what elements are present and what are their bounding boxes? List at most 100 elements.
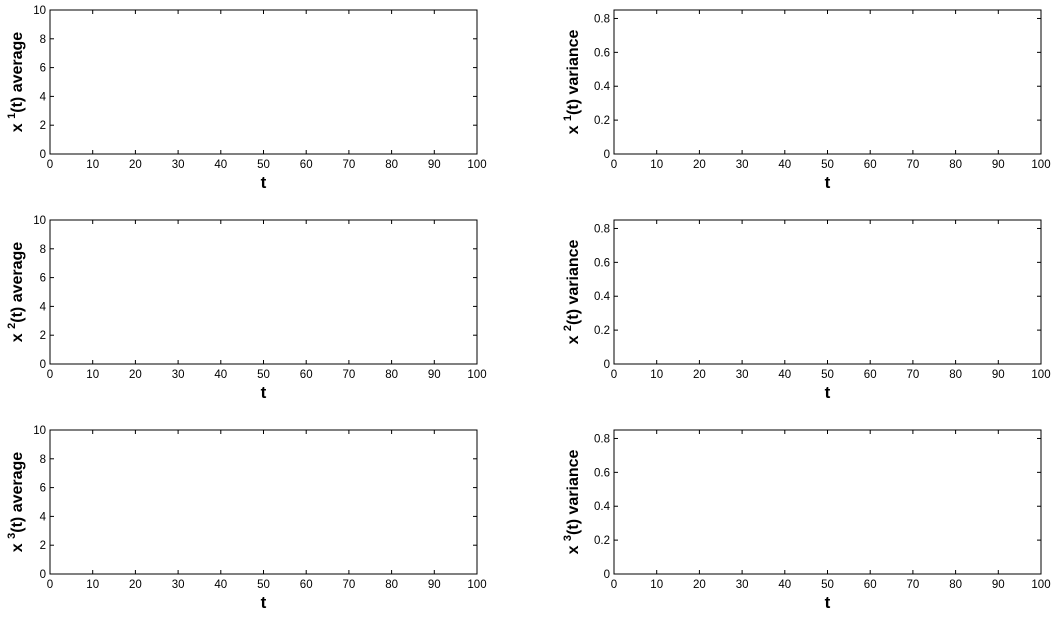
x-tick-label: 70 xyxy=(343,579,356,591)
y-tick-label: 0.2 xyxy=(594,115,610,127)
x-tick-label: 20 xyxy=(129,159,142,171)
y-axis-label-rest: (t) variance xyxy=(565,29,582,114)
x-axis-label: t xyxy=(825,383,831,402)
axis-frame xyxy=(49,429,478,575)
x-tick-label: 50 xyxy=(821,579,834,591)
y-tick-label: 0.2 xyxy=(594,325,610,337)
x-tick-label: 10 xyxy=(86,369,99,381)
x-tick-label: 60 xyxy=(300,159,313,171)
subplot-4: 0 10 20 30 40 50 60 70 80 90 100 0 0.2 0.4 0.6 0.8 t x 2(… xyxy=(562,219,1051,402)
y-axis-label-superscript: 3 xyxy=(562,535,574,541)
x-tick-label: 50 xyxy=(257,369,270,381)
x-tick-label: 30 xyxy=(736,579,749,591)
x-tick-label: 0 xyxy=(611,579,617,591)
y-tick-label: 0 xyxy=(40,359,46,371)
x-tick-label: 90 xyxy=(428,369,441,381)
y-tick-label: 4 xyxy=(40,511,47,523)
y-axis-label: x 1(t) variance xyxy=(562,29,582,134)
x-tick-label: 80 xyxy=(949,159,962,171)
y-tick-label: 0 xyxy=(604,569,610,581)
y-tick-label: 0 xyxy=(40,149,46,161)
x-tick-label: 40 xyxy=(214,369,227,381)
y-tick-label: 0.8 xyxy=(594,13,610,25)
y-axis-label-superscript: 2 xyxy=(562,325,574,331)
y-tick-label: 6 xyxy=(40,63,46,75)
y-tick-label: 0.6 xyxy=(594,467,610,479)
x-tick-label: 30 xyxy=(172,369,185,381)
x-tick-label: 60 xyxy=(300,369,313,381)
y-tick-label: 2 xyxy=(40,120,46,132)
y-tick-label: 4 xyxy=(40,91,47,103)
x-tick-label: 70 xyxy=(343,159,356,171)
x-tick-label: 60 xyxy=(864,579,877,591)
x-tick-label: 80 xyxy=(385,159,398,171)
x-axis-label: t xyxy=(261,173,267,192)
x-axis-label: t xyxy=(261,593,267,612)
y-tick-label: 10 xyxy=(33,5,46,17)
y-axis-label-base: x xyxy=(565,121,582,134)
subplot-6: 0 10 20 30 40 50 60 70 80 90 100 0 0.2 0.4 0.6 0.8 t x 3(… xyxy=(562,429,1051,612)
y-axis-label-base: x xyxy=(9,329,26,342)
y-tick-label: 8 xyxy=(40,454,46,466)
y-tick-label: 8 xyxy=(40,34,46,46)
x-tick-label: 0 xyxy=(611,159,617,171)
x-tick-label: 40 xyxy=(778,159,791,171)
x-tick-label: 30 xyxy=(736,159,749,171)
x-tick-label: 20 xyxy=(693,579,706,591)
y-axis-label-superscript: 1 xyxy=(562,115,574,121)
x-axis-label: t xyxy=(825,173,831,192)
x-tick-label: 60 xyxy=(864,159,877,171)
x-tick-label: 10 xyxy=(650,579,663,591)
x-tick-label: 100 xyxy=(1031,369,1050,381)
x-tick-label: 30 xyxy=(172,159,185,171)
x-tick-label: 90 xyxy=(992,579,1005,591)
y-tick-label: 4 xyxy=(40,301,47,313)
y-tick-label: 0.8 xyxy=(594,223,610,235)
x-tick-label: 30 xyxy=(172,579,185,591)
y-tick-label: 0.4 xyxy=(594,81,611,93)
y-axis-label-rest: (t) variance xyxy=(565,239,582,324)
x-tick-label: 70 xyxy=(907,369,920,381)
x-tick-label: 50 xyxy=(821,159,834,171)
y-axis-label-rest: (t) variance xyxy=(565,449,582,534)
y-axis-label: x 3(t) variance xyxy=(562,449,582,554)
x-tick-label: 40 xyxy=(214,159,227,171)
y-tick-label: 0.6 xyxy=(594,47,610,59)
x-tick-label: 100 xyxy=(1031,579,1050,591)
subplot-5: 0 10 20 30 40 50 60 70 80 90 100 0 2 4 6 8 10 t x 3(t) ave… xyxy=(6,425,487,612)
x-tick-label: 10 xyxy=(86,159,99,171)
subplot-2: 0 10 20 30 40 50 60 70 80 90 100 0 0.2 0.4 0.6 0.8 t x 1(… xyxy=(562,9,1051,192)
y-tick-label: 0.6 xyxy=(594,257,610,269)
axis-frame xyxy=(49,219,478,365)
y-tick-label: 8 xyxy=(40,244,46,256)
y-axis-label-base: x xyxy=(565,331,582,344)
y-tick-label: 10 xyxy=(33,215,46,227)
x-tick-label: 20 xyxy=(129,369,142,381)
x-tick-label: 20 xyxy=(693,369,706,381)
x-tick-label: 70 xyxy=(907,159,920,171)
x-tick-label: 0 xyxy=(47,369,53,381)
x-axis-label: t xyxy=(261,383,267,402)
x-tick-label: 90 xyxy=(992,369,1005,381)
x-tick-label: 10 xyxy=(86,579,99,591)
y-tick-label: 6 xyxy=(40,273,46,285)
y-tick-label: 10 xyxy=(33,425,46,437)
x-tick-label: 100 xyxy=(1031,159,1050,171)
x-tick-label: 100 xyxy=(467,159,486,171)
x-tick-label: 90 xyxy=(428,159,441,171)
x-tick-label: 80 xyxy=(949,369,962,381)
x-tick-label: 30 xyxy=(736,369,749,381)
y-axis-label-rest: (t) average xyxy=(9,32,26,113)
x-tick-label: 90 xyxy=(992,159,1005,171)
y-tick-label: 6 xyxy=(40,483,46,495)
x-tick-label: 80 xyxy=(949,579,962,591)
y-tick-label: 0.4 xyxy=(594,291,611,303)
y-tick-label: 0.2 xyxy=(594,535,610,547)
x-tick-label: 60 xyxy=(300,579,313,591)
x-tick-label: 70 xyxy=(907,579,920,591)
x-axis-label: t xyxy=(825,593,831,612)
y-axis-label-superscript: 2 xyxy=(6,323,18,329)
x-tick-label: 0 xyxy=(611,369,617,381)
x-tick-label: 40 xyxy=(778,369,791,381)
